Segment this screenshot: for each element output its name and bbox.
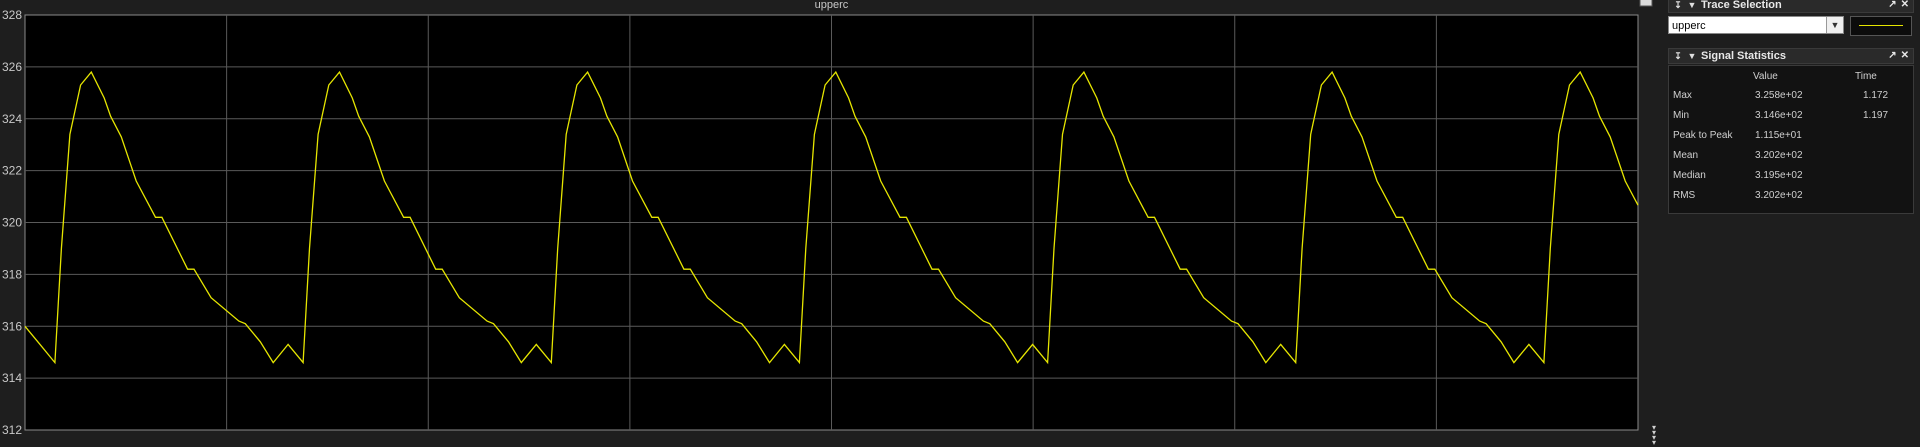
y-tick-label: 316 [2,319,22,333]
plot-title: upperc [815,0,849,11]
stat-time: 1.197 [1863,110,1889,121]
signal-trace-upperc [24,70,1639,365]
collapse-triangle-icon[interactable]: ▼ [1687,0,1697,10]
y-tick-label: 314 [2,371,22,385]
stat-row-median: Median 3.195e+02 [1673,170,1909,184]
undock-icon[interactable]: ↗ [1888,50,1897,61]
stat-value: 3.146e+02 [1755,110,1803,121]
y-tick-label: 320 [2,216,22,230]
y-tick-label: 326 [2,60,22,74]
stat-value: 1.115e+01 [1755,130,1802,141]
value-column-header: Value [1753,71,1778,82]
signal-statistics-header[interactable]: ↧ ▼ Signal Statistics ↗ ✕ [1668,48,1914,64]
y-tick-label: 328 [2,8,22,22]
close-icon[interactable]: ✕ [1900,0,1909,10]
measurements-panel: ↧ ▼ Trace Selection ↗ ✕ upperc ▼ ↧ ▼ Sig… [1660,0,1920,447]
stat-row-mean: Mean 3.202e+02 [1673,150,1909,164]
stat-time: 1.172 [1863,90,1889,101]
signal-statistics-title: Signal Statistics [1701,50,1786,62]
stat-value: 3.195e+02 [1755,170,1803,181]
trace-select-value: upperc [1672,20,1706,32]
time-column-header: Time [1855,71,1877,82]
trace-selection-title: Trace Selection [1701,0,1782,11]
resize-grip-icon[interactable]: ▾ ▾ ▾ ▾ [1652,423,1657,447]
stat-value: 3.202e+02 [1755,150,1803,161]
stat-row-max: Max 3.258e+02 1.172 [1673,90,1909,104]
pin-icon[interactable]: ↧ [1674,0,1682,10]
collapse-triangle-icon[interactable]: ▼ [1687,51,1697,61]
y-tick-label: 322 [2,164,22,178]
close-icon[interactable]: ✕ [1900,50,1909,61]
chevron-down-icon[interactable]: ▼ [1826,17,1843,33]
stat-name: Min [1673,110,1690,121]
undock-icon[interactable]: ↗ [1888,0,1897,10]
stat-name: Peak to Peak [1673,130,1733,141]
trace-select-dropdown[interactable]: upperc ▼ [1668,16,1844,34]
stat-value: 3.258e+02 [1755,90,1803,101]
stat-name: Median [1673,170,1706,181]
stat-name: RMS [1673,190,1696,201]
trace-line-style[interactable] [1850,16,1912,36]
y-tick-label: 312 [2,423,22,437]
pin-icon[interactable]: ↧ [1674,50,1682,61]
y-tick-label: 324 [2,112,22,126]
legend-toggle-icon[interactable] [1639,0,1653,7]
scope-plot-area: upperc 328 326 324 322 320 318 316 314 312 [0,0,1660,447]
trace-color-swatch [1859,25,1903,26]
stat-row-rms: RMS 3.202e+02 [1673,190,1909,204]
y-tick-label: 318 [2,267,22,281]
stat-row-min: Min 3.146e+02 1.197 [1673,110,1909,124]
stat-name: Max [1673,90,1692,101]
stat-row-peak-to-peak: Peak to Peak 1.115e+01 [1673,130,1909,144]
signal-statistics-table: Value Time Max 3.258e+02 1.172 Min 3.146… [1668,65,1914,214]
time-domain-plot[interactable]: upperc 328 326 324 322 320 318 316 314 312 [0,0,1660,447]
trace-selection-header[interactable]: ↧ ▼ Trace Selection ↗ ✕ [1668,0,1914,13]
stat-value: 3.202e+02 [1755,190,1803,201]
stat-name: Mean [1673,150,1699,161]
